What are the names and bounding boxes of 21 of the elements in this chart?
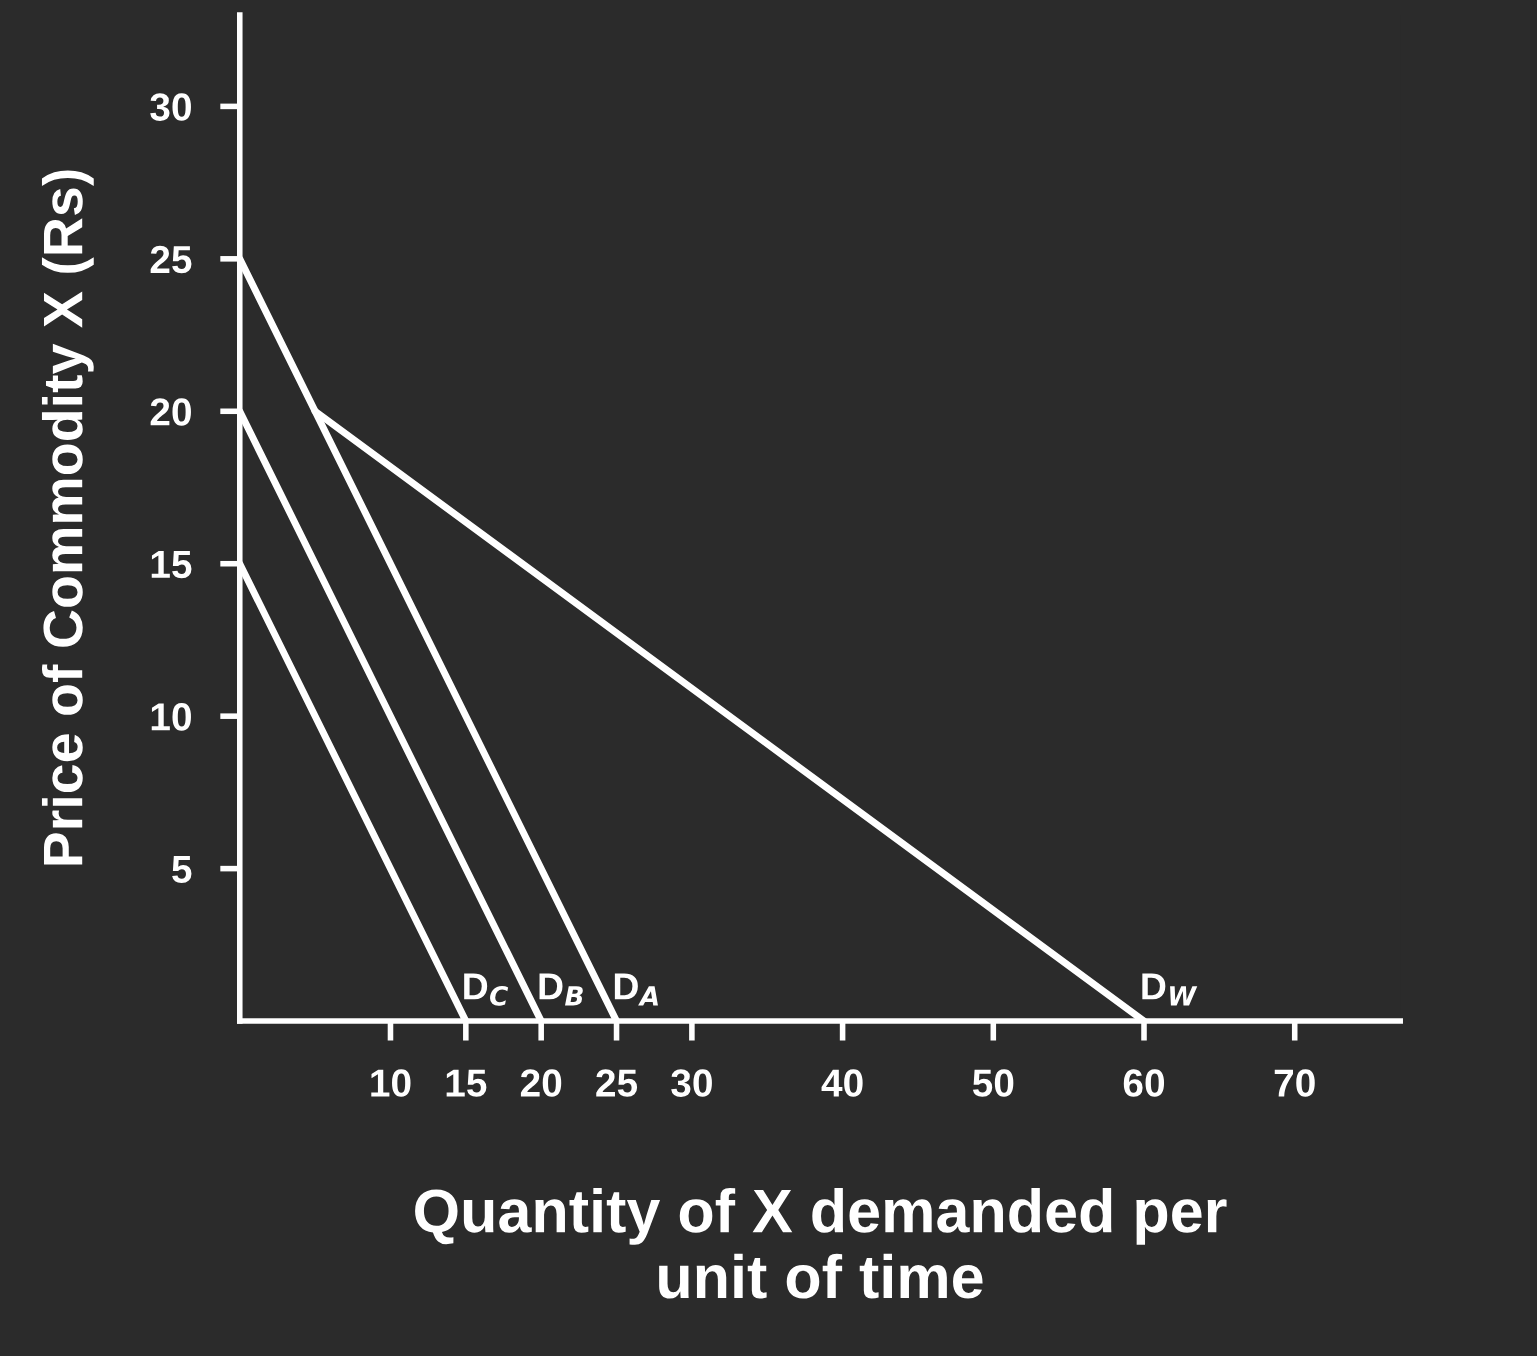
x-axis-title: Quantity of X demanded per unit of time (415, 1187, 1227, 1299)
series-label: D$_{W}$ (1142, 973, 1198, 1006)
x-tick-label: 40 (821, 1069, 863, 1097)
y-tick-label: 15 (151, 551, 192, 579)
y-tick-label: 30 (150, 93, 191, 121)
x-tick-label: 30 (671, 1069, 712, 1097)
series-label: D$_{A}$ (614, 973, 658, 1006)
y-tick-label: 20 (150, 398, 191, 426)
series-label: D$_{B}$ (539, 973, 583, 1006)
x-tick-label: 25 (596, 1069, 638, 1097)
x-tick-label: 15 (446, 1069, 487, 1097)
x-tick-label: 50 (972, 1069, 1014, 1097)
y-tick-label: 10 (151, 703, 191, 731)
x-tick-label: 60 (1123, 1069, 1165, 1097)
x-tick-label: 20 (520, 1069, 562, 1097)
series-label: D$_{C}$ (464, 973, 509, 1006)
x-tick-label: 10 (371, 1069, 411, 1097)
y-tick-label: 25 (150, 245, 192, 274)
y-tick-label: 5 (172, 855, 192, 884)
y-axis-title: Price of Commodity X (Rs) (41, 170, 94, 865)
x-tick-label: 70 (1274, 1069, 1315, 1097)
